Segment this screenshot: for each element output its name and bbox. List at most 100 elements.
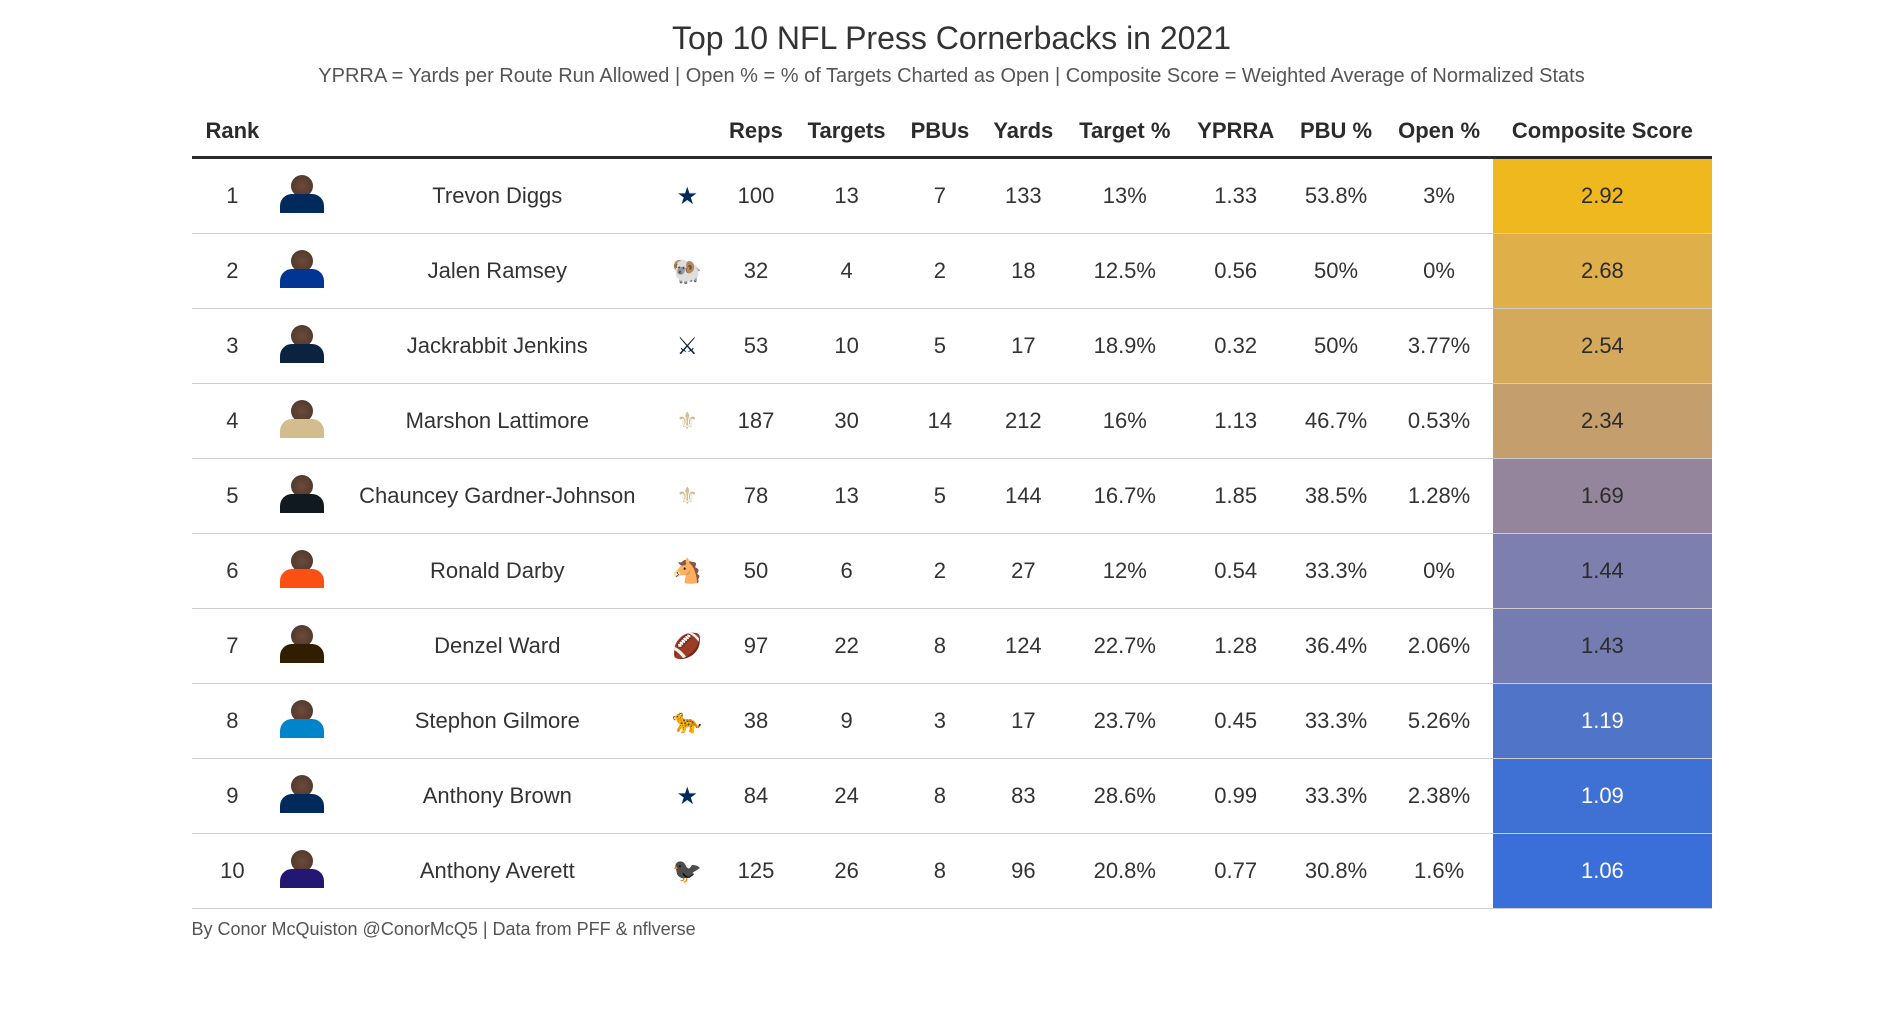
col-rank: Rank <box>192 106 268 158</box>
cell-targets: 30 <box>795 384 899 459</box>
cell-name: Anthony Brown <box>337 759 657 834</box>
cell-reps: 187 <box>717 384 794 459</box>
cell-reps: 84 <box>717 759 794 834</box>
cell-yards: 83 <box>981 759 1065 834</box>
cell-team-logo: 🐆 <box>657 684 717 759</box>
table-row: 8.hs8::after{background:#0085ca}Stephon … <box>192 684 1712 759</box>
cell-reps: 100 <box>717 158 794 234</box>
cell-yards: 17 <box>981 684 1065 759</box>
cell-pbus: 3 <box>899 684 982 759</box>
cell-pbus: 14 <box>899 384 982 459</box>
cell-rank: 1 <box>192 158 268 234</box>
cell-pbupct: 33.3% <box>1287 534 1385 609</box>
col-yards: Yards <box>981 106 1065 158</box>
cell-composite: 1.09 <box>1493 759 1711 834</box>
cell-pbupct: 33.3% <box>1287 684 1385 759</box>
cell-targets: 4 <box>795 234 899 309</box>
col-composite: Composite Score <box>1493 106 1711 158</box>
cell-openpct: 0.53% <box>1385 384 1493 459</box>
table-row: 3.hs3::after{background:#0c2340}Jackrabb… <box>192 309 1712 384</box>
cell-pbus: 2 <box>899 534 982 609</box>
cell-targetpct: 12.5% <box>1065 234 1184 309</box>
cell-rank: 2 <box>192 234 268 309</box>
cell-team-logo: ★ <box>657 158 717 234</box>
cell-rank: 5 <box>192 459 268 534</box>
cell-yards: 144 <box>981 459 1065 534</box>
cell-targets: 22 <box>795 609 899 684</box>
cell-reps: 53 <box>717 309 794 384</box>
player-headshot-icon: .hs8::after{background:#0085ca} <box>277 698 327 738</box>
cell-yards: 17 <box>981 309 1065 384</box>
cell-openpct: 2.06% <box>1385 609 1493 684</box>
table-row: 1.hs1::after{background:#002a5c}Trevon D… <box>192 158 1712 234</box>
cell-yprra: 0.54 <box>1184 534 1287 609</box>
cell-openpct: 5.26% <box>1385 684 1493 759</box>
table-row: 6 .hs6::after{background:#fb4f14}Ronald D… <box>192 534 1712 609</box>
cell-pbus: 8 <box>899 609 982 684</box>
cell-headshot: .hs10::after{background:#241773} <box>267 834 337 909</box>
cell-targetpct: 20.8% <box>1065 834 1184 909</box>
cell-pbus: 5 <box>899 309 982 384</box>
cell-composite: 1.06 <box>1493 834 1711 909</box>
cell-targets: 6 <box>795 534 899 609</box>
cell-pbus: 5 <box>899 459 982 534</box>
cell-name: Denzel Ward <box>337 609 657 684</box>
cell-targetpct: 13% <box>1065 158 1184 234</box>
cell-yprra: 0.32 <box>1184 309 1287 384</box>
cell-team-logo: 🐏 <box>657 234 717 309</box>
cell-headshot: .hs5::after{background:#101820} <box>267 459 337 534</box>
cell-targets: 9 <box>795 684 899 759</box>
cell-composite: 1.19 <box>1493 684 1711 759</box>
cell-targetpct: 16% <box>1065 384 1184 459</box>
team-logo-icon: 🐦‍⬛ <box>667 856 707 886</box>
cell-pbupct: 46.7% <box>1287 384 1385 459</box>
cell-pbupct: 50% <box>1287 234 1385 309</box>
cell-team-logo: ⚔ <box>657 309 717 384</box>
cell-yards: 124 <box>981 609 1065 684</box>
player-headshot-icon: .hs3::after{background:#0c2340} <box>277 323 327 363</box>
cell-team-logo: 🐦‍⬛ <box>657 834 717 909</box>
cell-reps: 32 <box>717 234 794 309</box>
player-headshot-icon: .hs2::after{background:#003594} <box>277 248 327 288</box>
cell-pbupct: 50% <box>1287 309 1385 384</box>
cell-team-logo: ⚜ <box>657 459 717 534</box>
cell-yprra: 0.77 <box>1184 834 1287 909</box>
cell-headshot: .hs6::after{background:#fb4f14} <box>267 534 337 609</box>
cell-targets: 13 <box>795 459 899 534</box>
team-logo-icon: 🐆 <box>667 706 707 736</box>
cell-composite: 2.68 <box>1493 234 1711 309</box>
cell-headshot: .hs2::after{background:#003594} <box>267 234 337 309</box>
cell-targetpct: 16.7% <box>1065 459 1184 534</box>
cell-targets: 26 <box>795 834 899 909</box>
cell-name: Stephon Gilmore <box>337 684 657 759</box>
cell-reps: 38 <box>717 684 794 759</box>
cell-yprra: 1.13 <box>1184 384 1287 459</box>
cell-name: Ronald Darby <box>337 534 657 609</box>
cell-yprra: 0.45 <box>1184 684 1287 759</box>
col-headshot <box>267 106 337 158</box>
cell-targetpct: 12% <box>1065 534 1184 609</box>
cell-composite: 1.44 <box>1493 534 1711 609</box>
table-row: 9.hs9::after{background:#002a5c}Anthony … <box>192 759 1712 834</box>
cell-reps: 50 <box>717 534 794 609</box>
team-logo-icon: ★ <box>667 181 707 211</box>
player-headshot-icon: .hs9::after{background:#002a5c} <box>277 773 327 813</box>
col-logo <box>657 106 717 158</box>
cell-name: Jackrabbit Jenkins <box>337 309 657 384</box>
cell-yards: 212 <box>981 384 1065 459</box>
player-headshot-icon: .hs7::after{background:#311d00} <box>277 623 327 663</box>
cell-pbupct: 36.4% <box>1287 609 1385 684</box>
cell-rank: 7 <box>192 609 268 684</box>
cell-targets: 24 <box>795 759 899 834</box>
cell-openpct: 1.6% <box>1385 834 1493 909</box>
cell-composite: 2.54 <box>1493 309 1711 384</box>
table-row: 10.hs10::after{background:#241773}Anthon… <box>192 834 1712 909</box>
cell-headshot: .hs8::after{background:#0085ca} <box>267 684 337 759</box>
cell-yards: 133 <box>981 158 1065 234</box>
col-targetpct: Target % <box>1065 106 1184 158</box>
cell-headshot: .hs1::after{background:#002a5c} <box>267 158 337 234</box>
player-headshot-icon: .hs6::after{background:#fb4f14} <box>277 548 327 588</box>
cell-team-logo: 🐴 <box>657 534 717 609</box>
col-targets: Targets <box>795 106 899 158</box>
cell-headshot: .hs3::after{background:#0c2340} <box>267 309 337 384</box>
